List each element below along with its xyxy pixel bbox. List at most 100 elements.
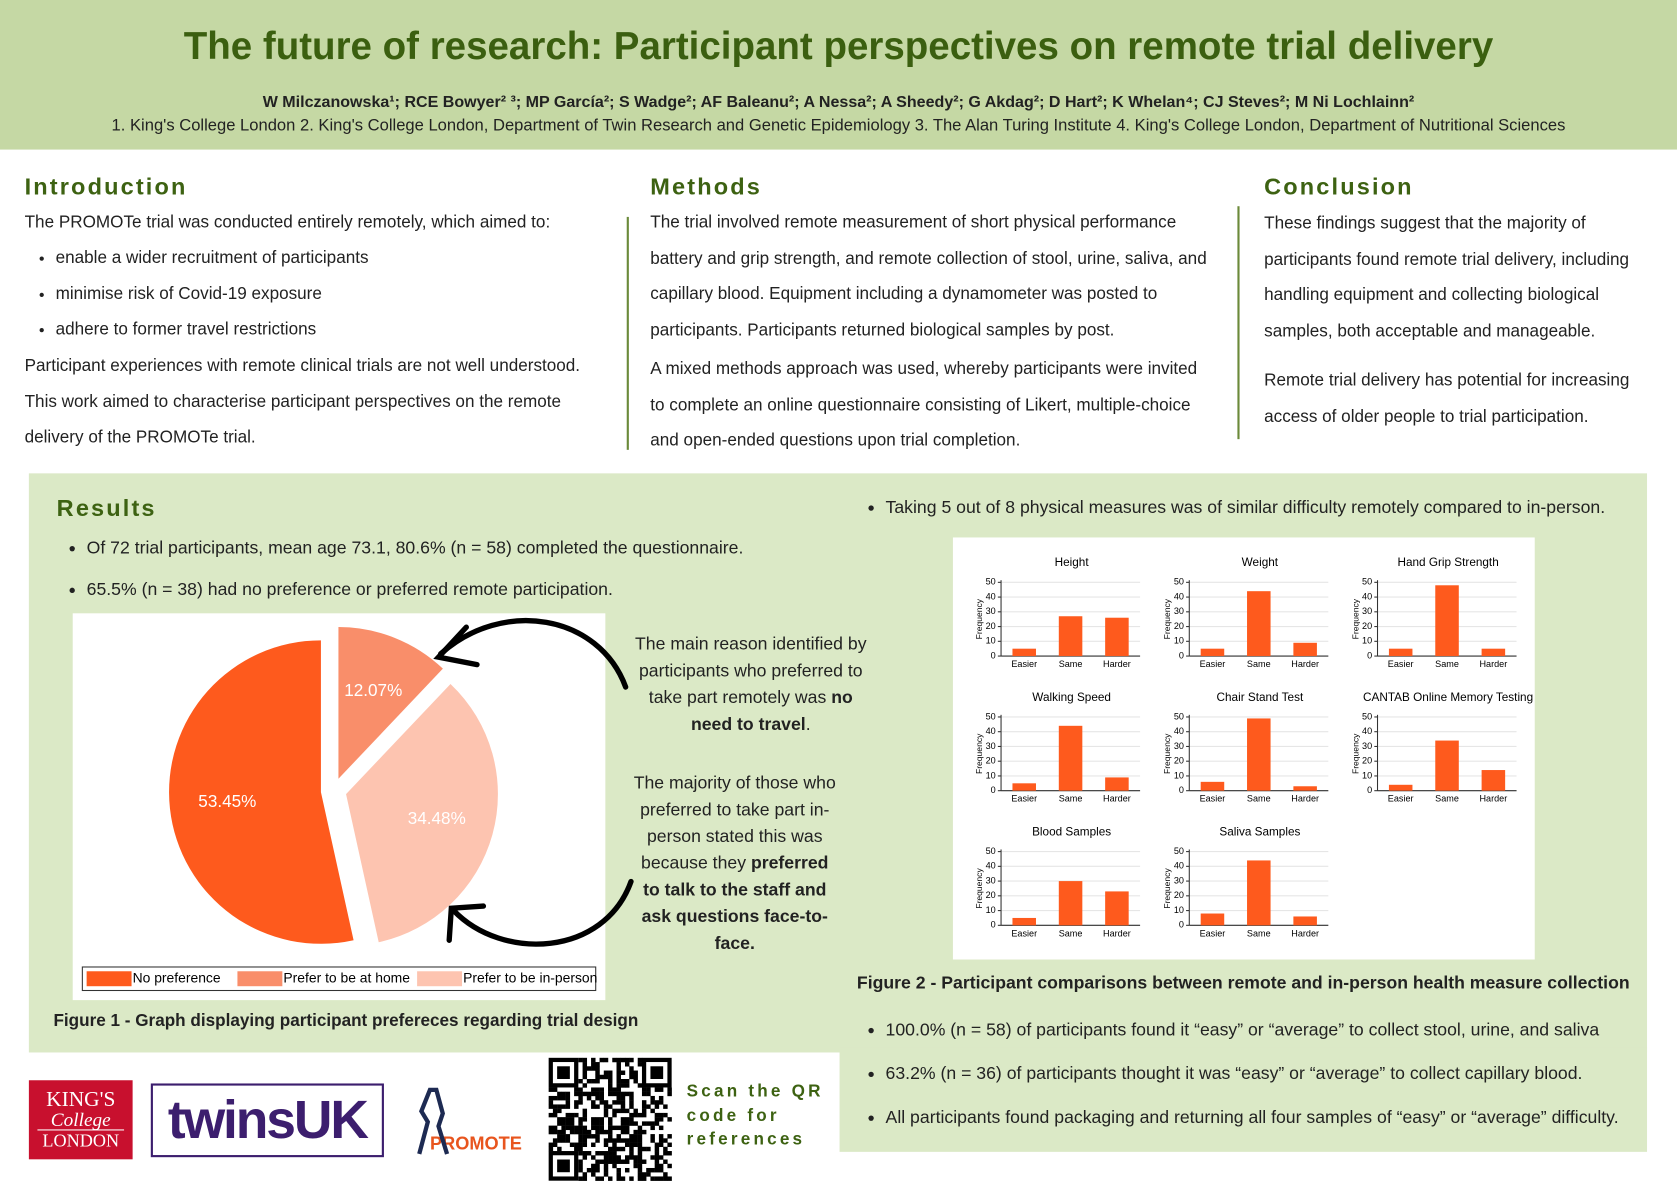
qr-module (654, 1117, 660, 1122)
qr-module (624, 1083, 630, 1088)
qr-module (663, 1146, 668, 1152)
qr-module (591, 1134, 596, 1139)
qr-module (608, 1151, 613, 1156)
qr-module (552, 1125, 558, 1131)
authors: W Milczanowska¹; RCE Bowyer² ³; MP Garcí… (262, 92, 1415, 112)
qr-module (603, 1155, 609, 1160)
qr-module (650, 1108, 655, 1114)
bar (1435, 740, 1459, 791)
qr-module (650, 1167, 655, 1173)
y-tick-label: 10 (986, 770, 996, 780)
paragraph: Remote trial delivery has potential for … (1264, 371, 1630, 426)
y-tick-label: 0 (1367, 785, 1372, 795)
qr-module (608, 1138, 613, 1143)
qr-module (616, 1138, 621, 1143)
qr-module (565, 1138, 571, 1143)
y-tick-label: 30 (1362, 606, 1372, 616)
paragraph: These findings suggest that the majority… (1264, 214, 1630, 341)
y-tick-label: 40 (1362, 591, 1372, 601)
qr-module (654, 1151, 660, 1156)
bar (1012, 917, 1036, 926)
x-tick-label: Same (1059, 928, 1083, 938)
qr-module (599, 1091, 605, 1097)
qr-module (591, 1104, 596, 1109)
bar (1293, 916, 1317, 926)
qr-module (612, 1151, 617, 1156)
qr-module (658, 1176, 664, 1181)
qr-module (616, 1108, 621, 1114)
qr-module (552, 1108, 558, 1114)
chart-title: Blood Samples (1032, 825, 1111, 838)
chart-title: Chair Stand Test (1217, 691, 1304, 704)
qr-module (603, 1172, 609, 1177)
qr-finder (557, 1159, 570, 1173)
bullet: All participants found packaging and ret… (886, 1096, 1677, 1140)
qr-module (616, 1100, 621, 1105)
bullet: 63.2% (n = 36) of participants thought i… (886, 1052, 1677, 1096)
qr-module (608, 1146, 613, 1152)
qr-module (603, 1070, 609, 1075)
qr-module (637, 1062, 643, 1067)
y-tick-label: 20 (1362, 756, 1372, 766)
qr-module (620, 1057, 626, 1063)
qr-module (612, 1087, 617, 1092)
qr-module (569, 1112, 575, 1118)
qr-module (616, 1074, 621, 1080)
qr-module (633, 1108, 638, 1114)
qr-module (603, 1167, 609, 1173)
qr-module (650, 1100, 655, 1105)
paragraph: The PROMOTe trial was conducted entirely… (24, 213, 551, 232)
arrow-head (446, 903, 487, 943)
y-axis-label: Frequency (974, 733, 984, 774)
section-heading: Conclusion (1264, 173, 1414, 200)
y-tick-label: 30 (1174, 741, 1184, 751)
qr-module (612, 1142, 617, 1148)
bar (1200, 648, 1225, 657)
qr-module (612, 1125, 617, 1131)
qr-module (624, 1057, 630, 1063)
x-tick-label: Harder (1291, 659, 1319, 669)
qr-module (667, 1163, 672, 1169)
qr-module (616, 1176, 621, 1181)
paragraph: Participant experiences with remote clin… (24, 356, 581, 447)
qr-module (637, 1176, 643, 1181)
qr-module (637, 1163, 643, 1169)
qr-module (599, 1151, 605, 1156)
qr-module (616, 1087, 621, 1092)
qr-module (616, 1167, 621, 1173)
section-heading: Results (56, 494, 157, 522)
qr-module (578, 1176, 583, 1181)
qr-module (658, 1095, 664, 1101)
qr-module (633, 1121, 638, 1126)
chart-title: Weight (1242, 556, 1279, 569)
qr-module (608, 1121, 613, 1126)
qr-module (603, 1057, 609, 1063)
qr-module (574, 1087, 579, 1092)
logo-text: KING'S (46, 1087, 116, 1112)
qr-module (608, 1070, 613, 1075)
qr-module (561, 1117, 566, 1122)
qr-module (633, 1142, 638, 1148)
qr-module (641, 1108, 647, 1114)
qr-finder (641, 1057, 672, 1088)
y-tick-label: 20 (986, 621, 996, 631)
y-tick-label: 50 (986, 846, 996, 856)
qr-module (629, 1095, 634, 1101)
qr-module (633, 1074, 638, 1080)
qr-module (667, 1142, 672, 1148)
header-band (0, 0, 1677, 150)
qr-module (595, 1138, 600, 1143)
qr-module (629, 1142, 634, 1148)
qr-module (578, 1163, 583, 1169)
qr-module (599, 1087, 605, 1092)
qr-module (599, 1117, 605, 1122)
bullet: 100.0% (n = 58) of participants found it… (886, 1009, 1677, 1053)
qr-module (641, 1112, 647, 1118)
qr-module (548, 1142, 554, 1148)
qr-module (612, 1159, 617, 1164)
qr-module (582, 1155, 588, 1160)
bar (1435, 585, 1459, 657)
qr-module (595, 1091, 600, 1097)
qr-module (637, 1142, 643, 1148)
qr-module (612, 1112, 617, 1118)
